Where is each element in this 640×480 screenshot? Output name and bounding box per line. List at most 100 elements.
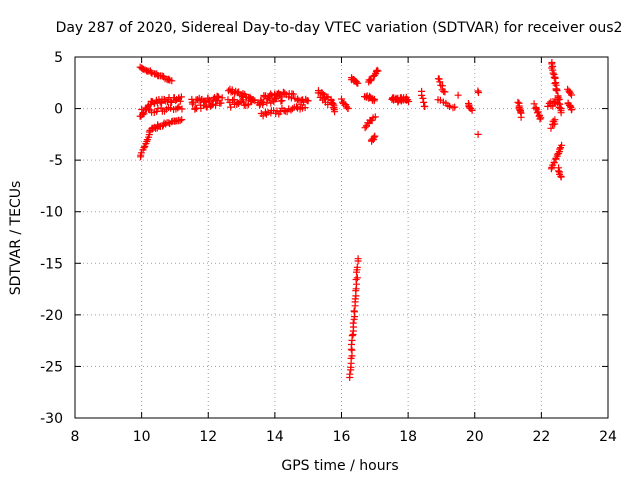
data-point (568, 91, 575, 99)
data-point (227, 103, 235, 111)
data-point (436, 78, 444, 86)
data-point (178, 116, 186, 124)
data-point (421, 103, 429, 110)
x-tick-label: 16 (333, 429, 351, 445)
data-point (549, 69, 557, 77)
data-point (444, 101, 452, 109)
data-point (536, 115, 544, 123)
data-point (347, 366, 355, 374)
data-point (350, 315, 358, 323)
data-point (165, 75, 173, 83)
data-point (157, 104, 165, 112)
data-point (304, 97, 312, 105)
data-point (293, 103, 300, 111)
data-point (468, 106, 476, 114)
y-axis-label: SDTVAR / TECUs (8, 181, 24, 296)
data-point (441, 88, 449, 96)
x-tick-label: 18 (399, 429, 417, 445)
data-point (238, 91, 246, 99)
x-tick-label: 20 (466, 429, 484, 445)
data-point (343, 103, 350, 111)
data-point (138, 106, 146, 113)
x-tick-label: 14 (266, 429, 284, 445)
data-point (346, 374, 354, 381)
data-point (239, 98, 247, 106)
data-point (348, 76, 355, 84)
data-point (351, 302, 359, 310)
data-point (454, 91, 462, 99)
data-point (547, 124, 555, 132)
data-point (272, 94, 280, 102)
data-point (354, 79, 362, 87)
data-point (557, 173, 565, 181)
data-point (168, 77, 176, 85)
data-point (530, 100, 538, 108)
x-tick-label: 8 (71, 429, 80, 445)
data-point (176, 97, 184, 105)
data-point (451, 103, 459, 111)
data-point (247, 96, 255, 104)
data-point (168, 98, 176, 106)
data-point (405, 98, 413, 105)
data-point (514, 98, 522, 106)
y-tick-label: -20 (40, 308, 63, 324)
data-point (203, 103, 211, 111)
data-point (557, 109, 565, 117)
data-point (338, 95, 345, 103)
x-tick-label: 10 (133, 429, 151, 445)
data-point (568, 105, 576, 113)
data-point (233, 98, 241, 106)
data-point (475, 89, 482, 96)
data-point (349, 331, 357, 338)
data-point (280, 107, 288, 114)
data-point (418, 91, 426, 99)
y-tick-label: -30 (40, 411, 63, 427)
data-point (353, 268, 360, 276)
data-point (371, 113, 379, 121)
data-point (331, 108, 339, 116)
data-point (354, 257, 362, 265)
chart-title: Day 287 of 2020, Sidereal Day-to-day VTE… (56, 20, 623, 36)
x-axis-label: GPS time / hours (281, 458, 398, 474)
data-point (557, 144, 565, 152)
data-point (554, 96, 562, 104)
data-point (235, 88, 243, 96)
data-point (371, 132, 379, 140)
data-point (176, 117, 184, 125)
data-point (278, 93, 286, 101)
x-tick-label: 24 (599, 429, 617, 445)
data-point (370, 133, 378, 141)
y-tick-label: -15 (40, 256, 63, 272)
data-point (167, 98, 175, 106)
grid (75, 57, 608, 418)
data-point (551, 120, 559, 128)
data-point (218, 94, 226, 102)
y-tick-label: -5 (49, 153, 63, 169)
data-point (259, 112, 267, 120)
plot-frame (74, 56, 609, 419)
data-point (547, 165, 555, 173)
data-point (167, 104, 175, 112)
data-point (217, 99, 225, 107)
data-point (206, 96, 214, 104)
data-point (551, 80, 559, 87)
data-point (147, 69, 155, 76)
data-point (323, 93, 331, 101)
data-point (301, 104, 309, 112)
data-point (318, 89, 326, 97)
data-point (140, 110, 148, 118)
data-point (344, 104, 352, 112)
data-point (371, 95, 378, 103)
data-point (420, 98, 428, 106)
data-point (554, 167, 562, 175)
y-tick-label: 5 (54, 50, 63, 66)
data-point (212, 101, 220, 109)
y-tick-label: -10 (40, 205, 63, 221)
data-point (178, 105, 186, 113)
data-point (373, 66, 381, 74)
data-point (553, 87, 561, 95)
data-point (534, 108, 542, 116)
data-point (239, 90, 247, 97)
data-point (145, 105, 152, 113)
